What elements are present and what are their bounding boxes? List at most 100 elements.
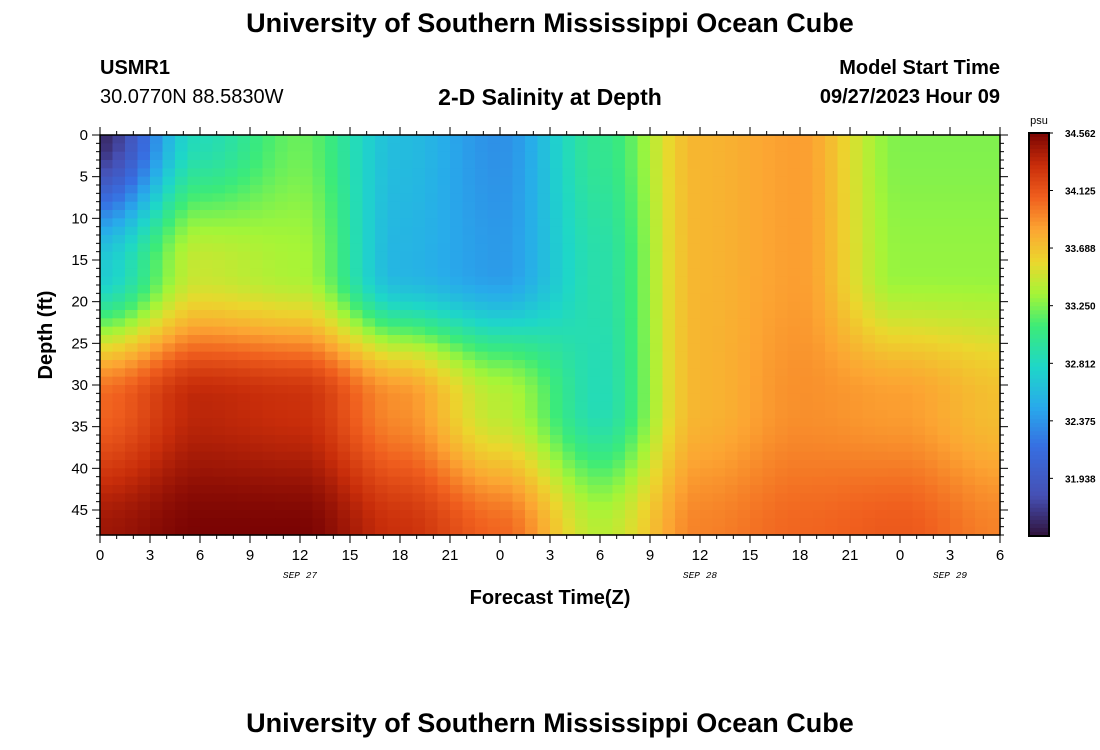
heatmap-cell: [975, 351, 989, 361]
heatmap-cell: [550, 301, 564, 311]
heatmap-cell: [612, 260, 626, 269]
y-tick-label: 20: [71, 294, 88, 311]
heatmap-cell: [962, 335, 976, 344]
heatmap-cell: [537, 293, 551, 303]
heatmap-cell: [200, 443, 214, 453]
heatmap-cell: [512, 301, 526, 311]
heatmap-cell: [762, 476, 776, 486]
heatmap-cell: [112, 510, 126, 519]
heatmap-cell: [612, 185, 626, 194]
heatmap-cell: [987, 360, 1001, 369]
heatmap-cell: [450, 360, 464, 369]
heatmap-cell: [500, 443, 514, 453]
heatmap-cell: [862, 285, 876, 294]
heatmap-cell: [987, 293, 1001, 303]
heatmap-cell: [300, 385, 314, 394]
heatmap-cell: [962, 135, 976, 144]
heatmap-cell: [800, 385, 814, 394]
heatmap-cell: [700, 285, 714, 294]
heatmap-cell: [450, 293, 464, 303]
heatmap-cell: [200, 385, 214, 394]
heatmap-cell: [187, 510, 201, 519]
heatmap-cell: [462, 218, 476, 228]
heatmap-cell: [625, 310, 639, 319]
heatmap-cell: [925, 301, 939, 311]
heatmap-cell: [175, 468, 189, 478]
heatmap-cell: [312, 318, 326, 328]
heatmap-cell: [150, 185, 164, 194]
heatmap-cell: [687, 510, 701, 519]
heatmap-cell: [725, 343, 739, 353]
heatmap-cell: [825, 401, 839, 411]
heatmap-cell: [500, 351, 514, 361]
heatmap-cell: [787, 351, 801, 361]
heatmap-cell: [200, 293, 214, 303]
heatmap-cell: [312, 401, 326, 411]
heatmap-cell: [537, 243, 551, 253]
heatmap-cell: [400, 168, 414, 178]
heatmap-cell: [462, 326, 476, 336]
heatmap-cell: [887, 160, 901, 169]
heatmap-cell: [312, 218, 326, 228]
heatmap-cell: [112, 343, 126, 353]
heatmap-cell: [875, 451, 889, 461]
heatmap-cell: [312, 351, 326, 361]
heatmap-cell: [450, 251, 464, 261]
heatmap-cell: [325, 276, 339, 286]
heatmap-cell: [325, 485, 339, 494]
heatmap-cell: [250, 426, 264, 436]
heatmap-cell: [787, 410, 801, 419]
heatmap-cell: [462, 501, 476, 511]
heatmap-cell: [175, 393, 189, 403]
heatmap-cell: [650, 493, 664, 503]
heatmap-cell: [362, 268, 376, 278]
heatmap-cell: [637, 493, 651, 503]
colorbar-step: [1029, 423, 1049, 428]
heatmap-cell: [437, 418, 451, 428]
heatmap-cell: [475, 210, 489, 219]
heatmap-cell: [237, 468, 251, 478]
heatmap-cell: [812, 335, 826, 344]
heatmap-cell: [625, 351, 639, 361]
heatmap-cell: [687, 401, 701, 411]
heatmap-cell: [887, 510, 901, 519]
heatmap-cell: [625, 276, 639, 286]
heatmap-cell: [700, 401, 714, 411]
heatmap-cell: [725, 218, 739, 228]
heatmap-cell: [737, 426, 751, 436]
heatmap-cell: [537, 410, 551, 419]
heatmap-cell: [825, 385, 839, 394]
heatmap-cell: [387, 235, 401, 244]
heatmap-cell: [500, 493, 514, 503]
heatmap-cell: [475, 185, 489, 194]
heatmap-cell: [475, 201, 489, 211]
heatmap-cell: [150, 143, 164, 153]
colorbar-step: [1029, 133, 1049, 138]
heatmap-cell: [112, 501, 126, 511]
heatmap-cell: [750, 468, 764, 478]
heatmap-cell: [575, 343, 589, 353]
heatmap-cell: [512, 151, 526, 161]
heatmap-cell: [950, 168, 964, 178]
heatmap-cell: [750, 301, 764, 311]
heatmap-cell: [750, 285, 764, 294]
heatmap-cell: [187, 360, 201, 369]
heatmap-cell: [912, 326, 926, 336]
heatmap-cell: [675, 360, 689, 369]
heatmap-cell: [625, 235, 639, 244]
heatmap-cell: [250, 451, 264, 461]
heatmap-cell: [875, 410, 889, 419]
heatmap-cell: [787, 193, 801, 203]
heatmap-cell: [925, 426, 939, 436]
heatmap-cell: [987, 376, 1001, 386]
heatmap-cell: [525, 285, 539, 294]
heatmap-cell: [800, 351, 814, 361]
heatmap-cell: [900, 285, 914, 294]
heatmap-cell: [675, 285, 689, 294]
heatmap-cell: [425, 335, 439, 344]
x-tick-label: 9: [646, 547, 654, 564]
heatmap-cell: [387, 160, 401, 169]
heatmap-cell: [237, 135, 251, 144]
heatmap-cell: [537, 351, 551, 361]
heatmap-cell: [612, 360, 626, 369]
